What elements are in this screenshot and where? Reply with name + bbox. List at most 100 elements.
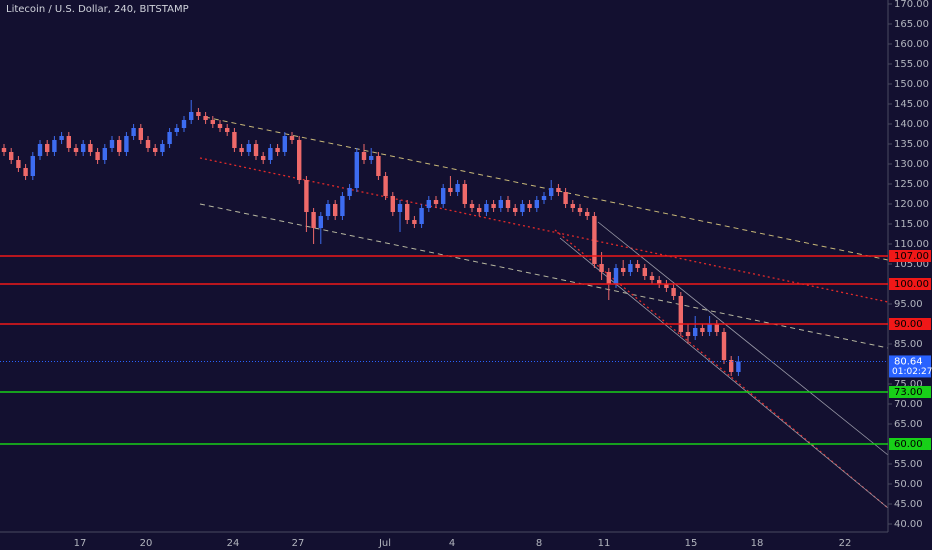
candle-body (196, 112, 201, 116)
x-tick-label: 17 (74, 538, 87, 549)
candle-body (520, 204, 525, 212)
candle-body (405, 204, 410, 220)
x-tick-label: 4 (449, 538, 455, 549)
candle-body (66, 136, 71, 148)
candle-body (246, 144, 251, 152)
candle-body (397, 204, 403, 212)
trend-line (199, 157, 889, 303)
candle-body (73, 148, 79, 152)
candle-body (304, 180, 309, 212)
candle-body (297, 140, 302, 180)
y-tick-label: 50.00 (894, 479, 923, 490)
x-tick-label: Jul (378, 538, 391, 549)
candle-body (599, 264, 604, 272)
candle-body (736, 361, 741, 372)
candle-body (16, 160, 21, 168)
candle-body (232, 132, 237, 148)
candle-body (109, 140, 115, 148)
candle-body (606, 272, 611, 284)
candle-body (534, 200, 539, 208)
last-price-label: 80.64 (894, 356, 923, 367)
candle-body (1, 148, 7, 152)
candle-body (635, 264, 640, 268)
x-tick-label: 20 (140, 538, 153, 549)
level-label: 60.00 (894, 439, 923, 450)
candle-body (347, 188, 352, 196)
level-label-box (889, 386, 931, 398)
candle-body (318, 216, 323, 228)
candle-body (131, 128, 136, 136)
candle-body (729, 360, 734, 372)
chart-title: Litecoin / U.S. Dollar, 240, BITSTAMP (6, 4, 189, 15)
x-tick-label: 27 (292, 538, 305, 549)
candle-body (340, 196, 345, 216)
candle-body (174, 128, 179, 132)
candle-body (30, 156, 35, 176)
x-tick-label: 11 (598, 538, 611, 549)
candle-body (664, 284, 669, 288)
candle-body (621, 268, 626, 272)
candle-body (441, 188, 446, 204)
y-tick-label: 70.00 (894, 399, 923, 410)
candle-body (124, 136, 129, 152)
candle-body (577, 208, 583, 212)
x-tick-label: 15 (685, 538, 698, 549)
candle-body (23, 168, 28, 176)
candle-body (455, 184, 460, 192)
candle-body (628, 264, 633, 272)
candle-body (354, 152, 359, 188)
candle-body (649, 276, 655, 280)
candle-body (462, 184, 467, 204)
candle-body (657, 280, 662, 284)
y-tick-label: 165.00 (894, 19, 929, 30)
candle-body (203, 116, 208, 120)
y-tick-label: 75.00 (894, 379, 923, 390)
candle-body (289, 136, 295, 140)
candle-body (145, 140, 151, 148)
candle-body (153, 148, 158, 152)
candle-body (275, 148, 280, 152)
y-tick-label: 55.00 (894, 459, 923, 470)
y-tick-label: 140.00 (894, 119, 929, 130)
y-tick-label: 155.00 (894, 59, 929, 70)
y-tick-label: 150.00 (894, 79, 929, 90)
candle-body (361, 152, 367, 160)
channel-line (597, 221, 889, 456)
candle-body (419, 208, 424, 224)
level-label: 73.00 (894, 387, 923, 398)
y-tick-label: 145.00 (894, 99, 929, 110)
y-tick-label: 40.00 (894, 519, 923, 530)
candle-body (412, 220, 417, 224)
candle-body (642, 268, 647, 276)
level-label-box (889, 318, 931, 330)
candle-body (189, 112, 194, 120)
candle-body (484, 204, 489, 212)
candle-body (59, 136, 64, 140)
candle-body (102, 148, 107, 160)
y-tick-label: 105.00 (894, 259, 929, 270)
y-tick-label: 135.00 (894, 139, 929, 150)
level-label-box (889, 278, 931, 290)
x-tick-label: 8 (536, 538, 542, 549)
candle-body (469, 204, 475, 208)
candle-body (433, 200, 439, 204)
y-tick-label: 120.00 (894, 199, 929, 210)
candle-body (325, 204, 331, 216)
candle-body (491, 204, 496, 208)
y-tick-label: 160.00 (894, 39, 929, 50)
candle-body (81, 144, 86, 152)
candle-body (369, 156, 374, 160)
candle-body (613, 268, 619, 284)
candle-body (253, 144, 259, 156)
candle-body (390, 196, 395, 212)
candle-body (513, 208, 518, 212)
candle-body (225, 128, 230, 132)
candle-body (9, 152, 14, 160)
candle-body (448, 188, 453, 192)
x-tick-label: 24 (227, 538, 240, 549)
level-label: 100.00 (894, 279, 929, 290)
candle-body (527, 204, 532, 208)
trend-line (554, 229, 889, 509)
candle-body (700, 328, 705, 332)
